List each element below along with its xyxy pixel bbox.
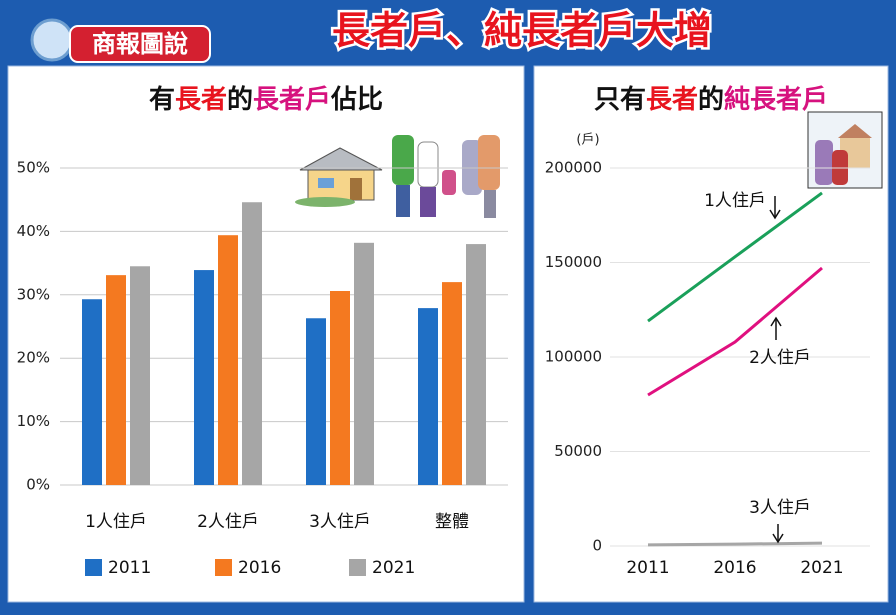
series-line bbox=[647, 266, 823, 397]
elderly-illustration bbox=[807, 111, 883, 189]
family-illustration bbox=[392, 135, 500, 218]
legend-label: 2011 bbox=[108, 558, 151, 578]
legend-swatch bbox=[85, 559, 102, 576]
title-part: 的 bbox=[227, 84, 253, 115]
chart-title: 有長者的長者戶佔比 bbox=[149, 84, 383, 115]
title-part: 有 bbox=[149, 85, 175, 115]
legend-label: 2016 bbox=[238, 558, 281, 578]
bar bbox=[82, 299, 102, 485]
bar bbox=[330, 290, 350, 485]
bar bbox=[466, 244, 486, 485]
bar bbox=[194, 270, 214, 485]
x-tick-label: 2011 bbox=[626, 558, 669, 578]
series-label: 2人住戶 bbox=[749, 348, 811, 368]
y-tick-label: 50000 bbox=[554, 442, 602, 460]
bar bbox=[242, 202, 262, 485]
bar bbox=[442, 282, 462, 485]
arrow-head bbox=[772, 533, 784, 544]
logo-icon bbox=[30, 18, 74, 62]
series-line bbox=[647, 191, 823, 323]
bar bbox=[418, 308, 438, 485]
title-part: 純長者戶 bbox=[724, 84, 828, 115]
title-part: 長者戶 bbox=[253, 85, 331, 115]
x-tick-label: 1人住戶 bbox=[85, 512, 147, 532]
y-tick-label: 30% bbox=[17, 285, 50, 303]
legend-swatch bbox=[215, 559, 232, 576]
y-tick-label: 200000 bbox=[545, 159, 602, 177]
bar bbox=[106, 275, 126, 485]
logo-text: 商報圖說 bbox=[92, 30, 188, 58]
bar bbox=[218, 235, 238, 485]
title-part: 長者 bbox=[646, 85, 698, 115]
bar bbox=[354, 242, 374, 485]
legend-swatch bbox=[349, 559, 366, 576]
series-label: 3人住戶 bbox=[749, 498, 811, 518]
legend-label: 2021 bbox=[372, 558, 415, 578]
title-part: 的 bbox=[698, 84, 724, 115]
bar bbox=[130, 266, 150, 485]
title-part: 只有 bbox=[594, 85, 646, 115]
x-tick-label: 2016 bbox=[713, 558, 756, 578]
arrow-head bbox=[769, 209, 781, 220]
main-title: 長者戶、純長者戶大增 bbox=[332, 9, 712, 53]
logo-badge bbox=[69, 25, 211, 63]
y-tick-label: 50% bbox=[17, 159, 50, 177]
y-tick-label: 100000 bbox=[545, 348, 602, 366]
title-part: 長者 bbox=[175, 85, 227, 115]
x-tick-label: 3人住戶 bbox=[309, 512, 371, 532]
x-tick-label: 2人住戶 bbox=[197, 512, 259, 532]
arrow-head bbox=[770, 316, 782, 327]
x-tick-label: 整體 bbox=[435, 512, 469, 532]
series-label: 1人住戶 bbox=[704, 191, 766, 211]
y-tick-label: 10% bbox=[17, 412, 50, 430]
title-part: 佔比 bbox=[330, 85, 383, 115]
y-axis-label: (戶) bbox=[576, 133, 599, 148]
y-tick-label: 20% bbox=[17, 349, 50, 367]
y-tick-label: 150000 bbox=[545, 253, 602, 271]
chart-title: 只有長者的純長者戶 bbox=[594, 84, 828, 115]
series-line bbox=[647, 541, 823, 547]
x-tick-label: 2021 bbox=[800, 558, 843, 578]
y-tick-label: 40% bbox=[17, 222, 50, 240]
y-tick-label: 0% bbox=[26, 476, 50, 494]
house-illustration bbox=[295, 147, 383, 207]
bar bbox=[306, 318, 326, 485]
y-tick-label: 0 bbox=[592, 537, 602, 555]
